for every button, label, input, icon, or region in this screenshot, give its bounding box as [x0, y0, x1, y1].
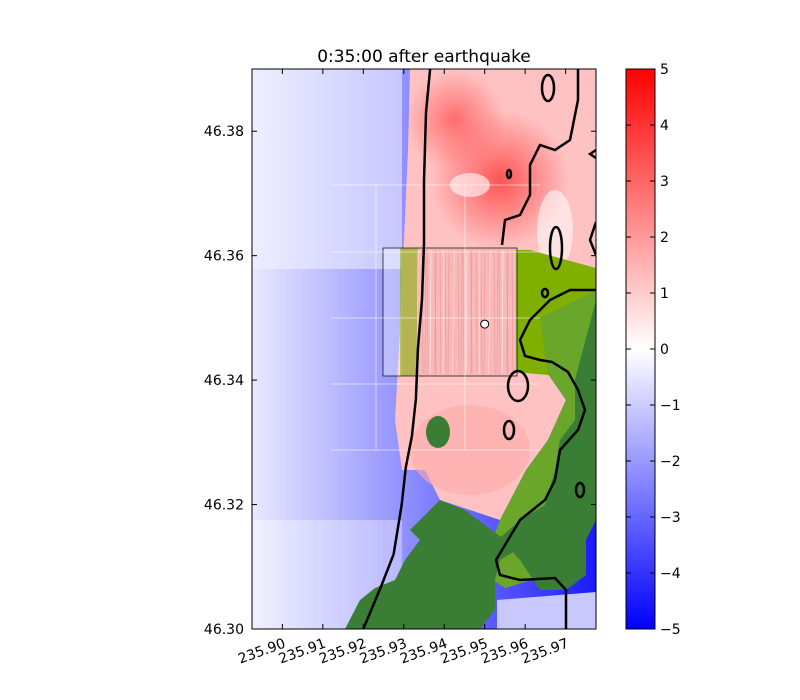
- chart-title: 0:35:00 after earthquake: [317, 47, 531, 67]
- low-spot-east: [537, 190, 573, 270]
- contour-ring-4: [506, 369, 530, 403]
- contour-edge-2: [588, 221, 596, 256]
- dry-land-east: [500, 300, 596, 590]
- patch-streak: [465, 249, 468, 375]
- patch-streak: [470, 249, 473, 375]
- patch-streak: [447, 249, 450, 375]
- dry-island: [426, 416, 450, 448]
- colorbar-tick-label: −2: [660, 454, 681, 470]
- y-tick-label: 46.36: [204, 249, 244, 265]
- shoreline-contour: [362, 69, 432, 629]
- colorbar-tick-label: −1: [660, 398, 681, 414]
- patch-streak: [480, 249, 483, 375]
- patch-streak: [457, 249, 460, 375]
- refined-patch-wet-strip: [400, 248, 418, 376]
- gauge-marker: [480, 319, 490, 329]
- patch-streak: [501, 249, 504, 375]
- refined-patch-border: [382, 247, 518, 377]
- colorbar-tick-label: 4: [660, 118, 669, 134]
- contour-ring-5: [540, 287, 550, 299]
- contour-ring-6: [574, 481, 586, 499]
- patch-streak: [496, 249, 499, 375]
- colorbar-tick-label: −5: [660, 622, 681, 638]
- map-axes: 235.90235.91235.92235.93235.94235.95235.…: [204, 68, 597, 668]
- patch-streak: [426, 249, 429, 375]
- colorbar-tick-label: −3: [660, 510, 681, 526]
- contour-north: [500, 69, 580, 246]
- colorbar-tick-label: 2: [660, 230, 669, 246]
- low-area-southeast: [497, 592, 596, 629]
- patch-streak: [462, 249, 465, 375]
- patch-streak: [429, 249, 432, 375]
- patch-streak: [498, 249, 501, 375]
- patch-streak: [475, 249, 478, 375]
- patch-streak: [460, 249, 463, 375]
- ocean-upper-light: [252, 69, 402, 269]
- axes-frame: [251, 68, 597, 630]
- y-axis: 46.30 46.32 46.34 46.36 46.38: [204, 124, 596, 638]
- patch-streak: [434, 249, 437, 375]
- colorbar-tick-label: 5: [660, 62, 669, 78]
- contour-south: [494, 288, 596, 629]
- coarse-patch-edges: [331, 184, 540, 451]
- refined-patch-streaks: [416, 249, 514, 375]
- patch-streak: [424, 249, 427, 375]
- patch-streak: [493, 249, 496, 375]
- patch-streak: [444, 249, 447, 375]
- dry-land-south: [345, 500, 525, 629]
- patch-streak: [442, 249, 445, 375]
- patch-streak: [439, 249, 442, 375]
- contour-edge-1: [587, 148, 596, 160]
- patch-streak: [511, 249, 514, 375]
- colorbar-axis: −5 −4 −3 −2 −1 0 1 2 3 4 5: [626, 62, 681, 638]
- y-tick-label: 46.38: [204, 124, 244, 140]
- colorbar-tick-label: 0: [660, 342, 669, 358]
- y-tick-label: 46.32: [204, 498, 244, 514]
- contour-ring-1: [540, 73, 556, 103]
- colorbar-tick-label: −4: [660, 566, 681, 582]
- y-tick-label: 46.34: [204, 373, 244, 389]
- positive-peak-north: [405, 70, 505, 170]
- colorbar-tick-label: 1: [660, 286, 669, 302]
- x-tick-label: 235.97: [519, 636, 571, 668]
- colorbar: −5 −4 −3 −2 −1 0 1 2 3 4 5: [625, 62, 681, 638]
- patch-streak: [478, 249, 481, 375]
- contour-ring-3: [502, 419, 516, 441]
- patch-streak: [506, 249, 509, 375]
- patch-streak: [488, 249, 491, 375]
- patch-streak: [452, 249, 455, 375]
- colorbar-tick-label: 3: [660, 174, 669, 190]
- plot-area: [252, 69, 596, 629]
- contour-ring-7: [505, 168, 513, 180]
- y-tick-label: 46.30: [204, 622, 244, 638]
- contour-ring-2: [548, 225, 564, 271]
- depth-contours: [494, 69, 596, 629]
- patch-streak: [483, 249, 486, 375]
